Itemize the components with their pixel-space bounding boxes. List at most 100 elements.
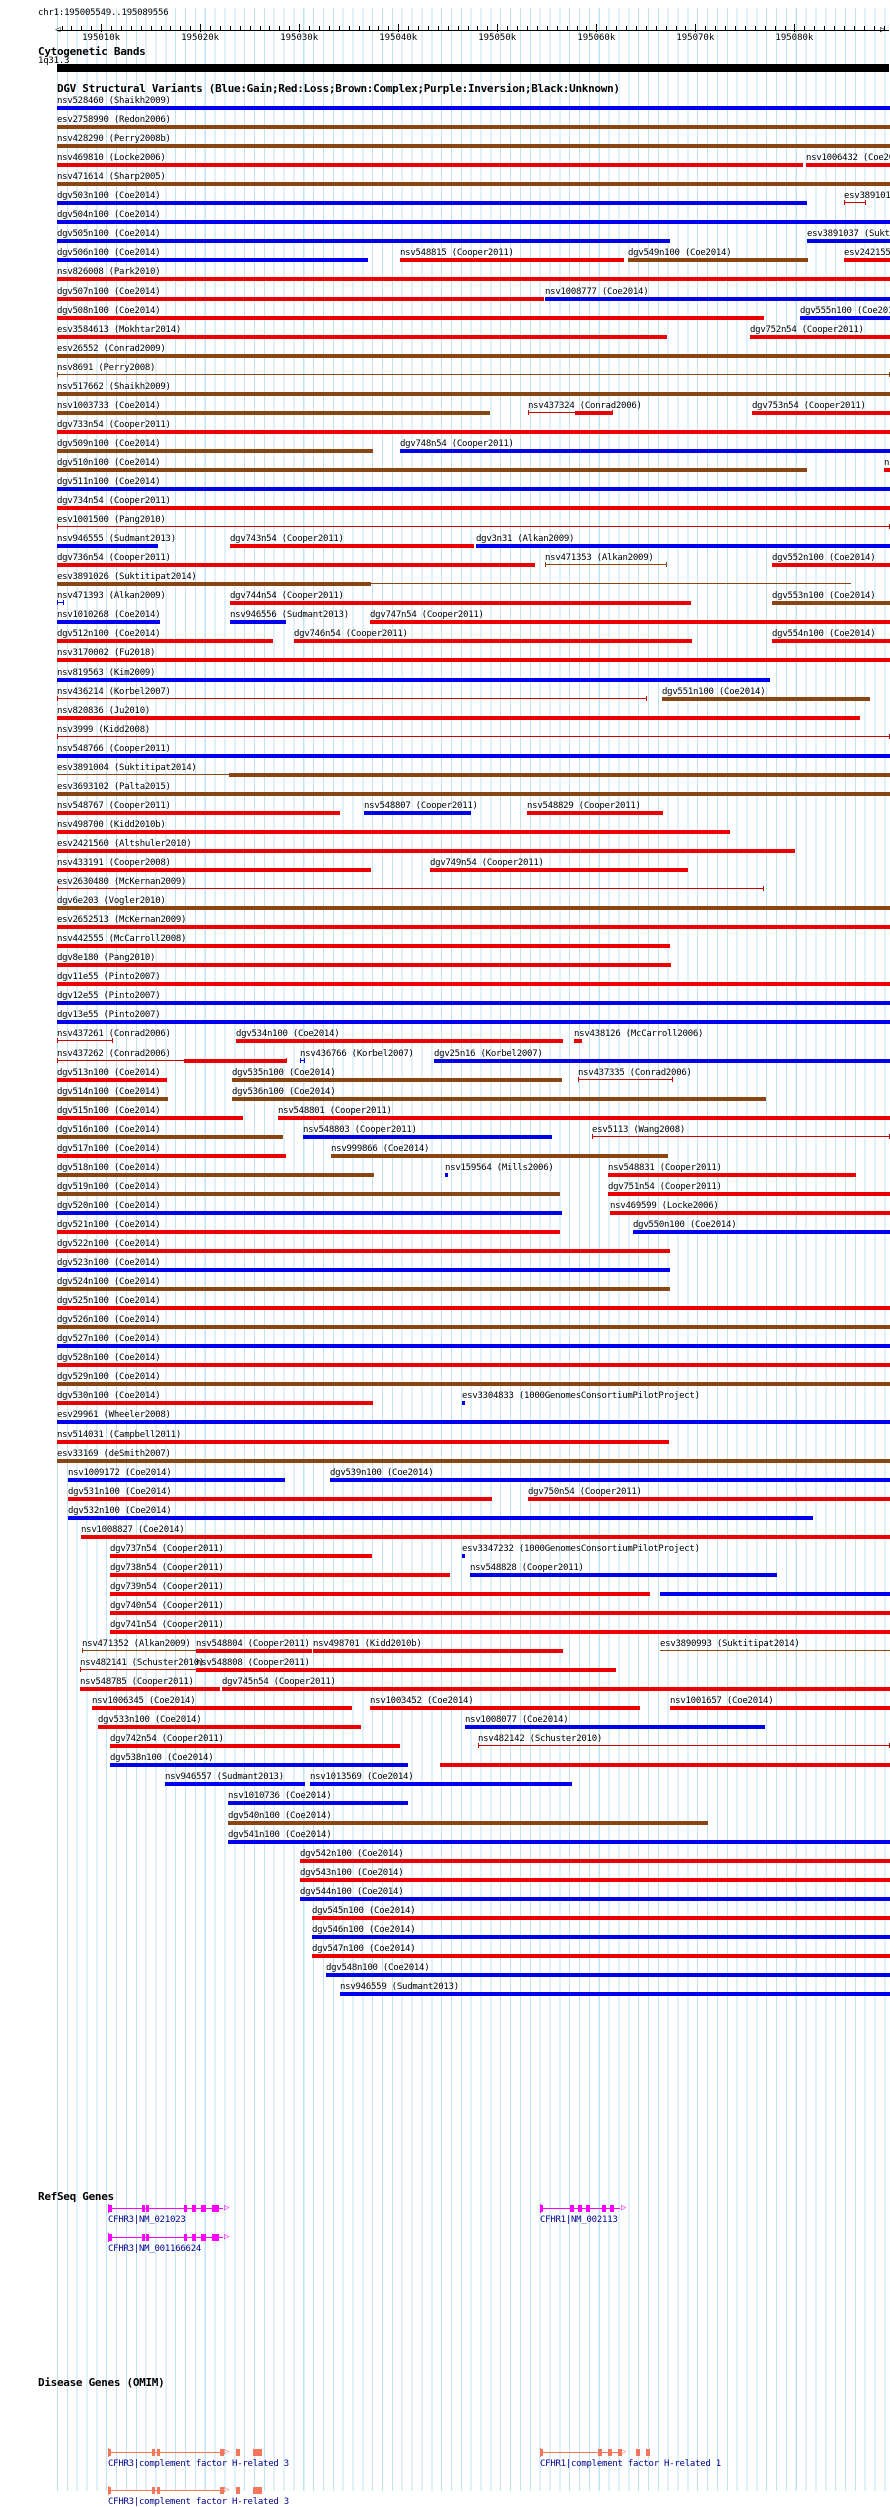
variant-label[interactable]: dgv528n100 (Coe2014)	[57, 1353, 161, 1364]
variant-label[interactable]: dgv526n100 (Coe2014)	[57, 1315, 161, 1326]
variant-label[interactable]: dgv744n54 (Cooper2011)	[230, 591, 344, 602]
variant-bar[interactable]	[228, 1839, 890, 1844]
variant-label[interactable]: dgv733n54 (Cooper2011)	[57, 419, 171, 430]
variant-span[interactable]	[57, 524, 890, 530]
variant-bar[interactable]	[574, 410, 613, 415]
variant-bar[interactable]	[57, 1210, 562, 1215]
variant-label[interactable]: nsv1008827 (Coe2014)	[81, 1524, 185, 1535]
variant-bar[interactable]	[57, 258, 368, 263]
variant-label[interactable]: dgv555n100 (Coe2014)	[800, 305, 890, 316]
variant-bar[interactable]	[57, 163, 803, 168]
variant-label[interactable]: nsv471614 (Sharp2005)	[57, 172, 166, 183]
variant-label[interactable]: nsv548831 (Cooper2011)	[608, 1162, 722, 1173]
variant-label[interactable]: nsv548807 (Cooper2011)	[364, 800, 478, 811]
variant-label[interactable]: dgv525n100 (Coe2014)	[57, 1296, 161, 1307]
variant-span[interactable]	[57, 1038, 113, 1044]
variant-label[interactable]: dgv518n100 (Coe2014)	[57, 1162, 161, 1173]
variant-bar[interactable]	[476, 544, 890, 549]
variant-label[interactable]: dgv553n100 (Coe2014)	[772, 591, 876, 602]
variant-bar[interactable]	[57, 1363, 890, 1368]
variant-label[interactable]: dgv551n100 (Coe2014)	[662, 686, 766, 697]
variant-label[interactable]: nsv1008077 (Coe2014)	[465, 1715, 569, 1726]
variant-bar[interactable]	[545, 296, 890, 301]
variant-bar[interactable]	[312, 1953, 890, 1958]
variant-label[interactable]: nsv482142 (Schuster2010)	[478, 1734, 603, 1745]
variant-label[interactable]: esv3891026 (Suktitipat2014)	[57, 572, 197, 583]
variant-label[interactable]: nsv471393 (Alkan2009)	[57, 591, 166, 602]
variant-bar[interactable]	[57, 1077, 167, 1082]
variant-label[interactable]: dgv533n100 (Coe2014)	[98, 1715, 202, 1726]
variant-label[interactable]: dgv6e203 (Vogler2010)	[57, 896, 166, 907]
variant-bar[interactable]	[68, 1496, 492, 1501]
gene-label[interactable]: CFHR3|complement factor H-related 3	[108, 2497, 289, 2507]
variant-bar[interactable]	[57, 1287, 670, 1292]
gene-label[interactable]: CFHR3|NM_021023	[108, 2215, 186, 2225]
variant-bar[interactable]	[313, 1649, 563, 1654]
variant-bar[interactable]	[57, 544, 158, 549]
variant-label[interactable]: nsv437262 (Conrad2006)	[57, 1048, 171, 1059]
variant-bar[interactable]	[608, 1191, 890, 1196]
variant-label[interactable]: dgv511n100 (Coe2014)	[57, 477, 161, 487]
variant-label[interactable]: dgv12e55 (Pinto2007)	[57, 991, 161, 1002]
variant-label[interactable]: esv3891004 (Suktitipat2014)	[57, 762, 197, 773]
variant-label[interactable]: dgv506n100 (Coe2014)	[57, 248, 161, 259]
variant-bar[interactable]	[57, 1191, 560, 1196]
gene-model[interactable]: ▷	[108, 2203, 229, 2214]
variant-bar[interactable]	[57, 353, 890, 358]
variant-label[interactable]: dgv508n100 (Coe2014)	[57, 305, 161, 316]
variant-bar[interactable]	[445, 1172, 448, 1177]
variant-bar[interactable]	[228, 1820, 708, 1825]
variant-bar[interactable]	[196, 1649, 312, 1654]
variant-label[interactable]: dgv750n54 (Cooper2011)	[528, 1486, 642, 1497]
variant-bar[interactable]	[228, 1801, 408, 1806]
variant-label[interactable]: nsv548803 (Cooper2011)	[303, 1124, 417, 1135]
variant-label[interactable]: nsv3170002 (Fu2018)	[57, 648, 156, 659]
variant-label[interactable]: esv2630480 (McKernan2009)	[57, 877, 187, 888]
variant-label[interactable]: nsv469599 (Locke2006)	[610, 1200, 719, 1211]
variant-label[interactable]: nsv548767 (Cooper2011)	[57, 800, 171, 811]
variant-bar[interactable]	[165, 1782, 305, 1787]
variant-label[interactable]: nsv548808 (Cooper2011)	[196, 1658, 310, 1669]
variant-bar[interactable]	[57, 144, 890, 149]
variant-label[interactable]: nsv946555 (Sudmant2013)	[57, 534, 176, 545]
variant-bar[interactable]	[434, 1058, 890, 1063]
variant-bar[interactable]	[294, 639, 692, 644]
variant-bar[interactable]	[340, 1991, 890, 1996]
variant-bar[interactable]	[670, 1706, 890, 1711]
variant-label[interactable]: dgv548n100 (Coe2014)	[326, 1962, 430, 1973]
variant-bar[interactable]	[236, 1039, 563, 1044]
variant-bar[interactable]	[57, 506, 890, 511]
variant-span[interactable]	[478, 1743, 890, 1749]
variant-bar[interactable]	[465, 1725, 765, 1730]
variant-label[interactable]: dgv3n31 (Alkan2009)	[476, 534, 575, 545]
variant-label[interactable]: dgv739n54 (Cooper2011)	[110, 1581, 224, 1592]
variant-bar[interactable]	[660, 1591, 890, 1596]
variant-label[interactable]: dgv512n100 (Coe2014)	[57, 629, 161, 640]
variant-bar[interactable]	[57, 1382, 890, 1387]
variant-label[interactable]: nsv946559 (Sudmant2013)	[340, 1981, 459, 1992]
variant-label[interactable]: dgv25n16 (Korbel2007)	[434, 1048, 543, 1059]
variant-label[interactable]: nsv514031 (Campbell2011)	[57, 1429, 182, 1440]
variant-span[interactable]	[57, 695, 647, 701]
variant-bar[interactable]	[57, 963, 671, 968]
variant-bar[interactable]	[884, 467, 890, 472]
variant-bar[interactable]	[57, 925, 890, 930]
variant-label[interactable]: nsv436214 (Korbel2007)	[57, 686, 171, 697]
variant-bar[interactable]	[608, 1172, 856, 1177]
variant-bar[interactable]	[57, 1001, 890, 1006]
variant-bar[interactable]	[462, 1401, 465, 1406]
variant-label[interactable]: esv3890993 (Suktitipat2014)	[660, 1639, 800, 1650]
variant-bar[interactable]	[80, 1687, 220, 1692]
variant-bar[interactable]	[230, 620, 286, 625]
variant-label[interactable]: dgv503n100 (Coe2014)	[57, 191, 161, 202]
variant-bar[interactable]	[57, 1134, 283, 1139]
variant-label[interactable]: nsv999866 (Coe2014)	[331, 1143, 430, 1154]
variant-bar[interactable]	[57, 334, 667, 339]
variant-label[interactable]: nsv442555 (McCarroll2008)	[57, 934, 187, 945]
variant-label[interactable]: dgv549n100 (Coe2014)	[628, 248, 732, 259]
variant-label[interactable]: nsv548828 (Cooper2011)	[470, 1562, 584, 1573]
variant-bar[interactable]	[633, 1229, 890, 1234]
variant-label[interactable]: dgv743n54 (Cooper2011)	[230, 534, 344, 545]
variant-label[interactable]: nsv528460 (Shaikh2009)	[57, 96, 171, 106]
variant-label[interactable]: dgv752n54 (Cooper2011)	[750, 324, 864, 335]
